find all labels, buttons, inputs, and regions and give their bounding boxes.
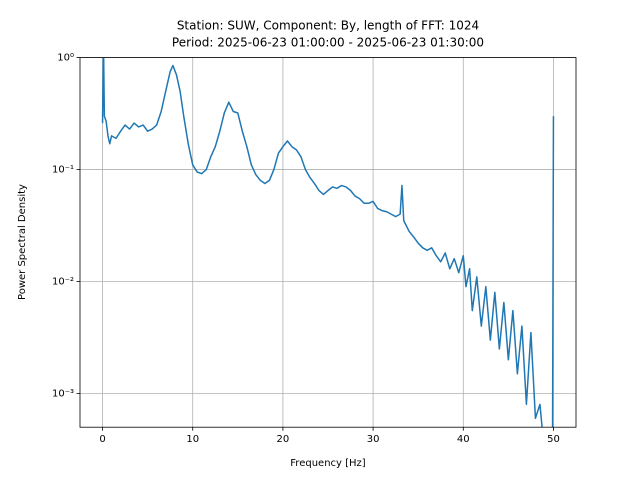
x-tick-label: 30 (367, 434, 380, 445)
y-axis-label: Power Spectral Density (17, 184, 28, 300)
x-axis-label: Frequency [Hz] (290, 458, 366, 469)
x-tick-label: 40 (457, 434, 470, 445)
y-tick-label: 10⁻¹ (52, 165, 74, 176)
x-tick-label: 50 (547, 434, 560, 445)
plot-frame (79, 57, 577, 428)
data-line (101, 57, 555, 428)
x-tick-label: 10 (186, 434, 199, 445)
y-tick-label: 10⁻³ (52, 388, 74, 399)
chart-subtitle: Period: 2025-06-23 01:00:00 - 2025-06-23… (172, 36, 484, 50)
chart-title: Station: SUW, Component: By, length of F… (177, 19, 479, 33)
x-tick-label: 20 (277, 434, 290, 445)
y-tick-label: 10⁰ (57, 53, 74, 64)
x-tick-label: 0 (99, 434, 105, 445)
y-tick-label: 10⁻² (52, 277, 74, 288)
